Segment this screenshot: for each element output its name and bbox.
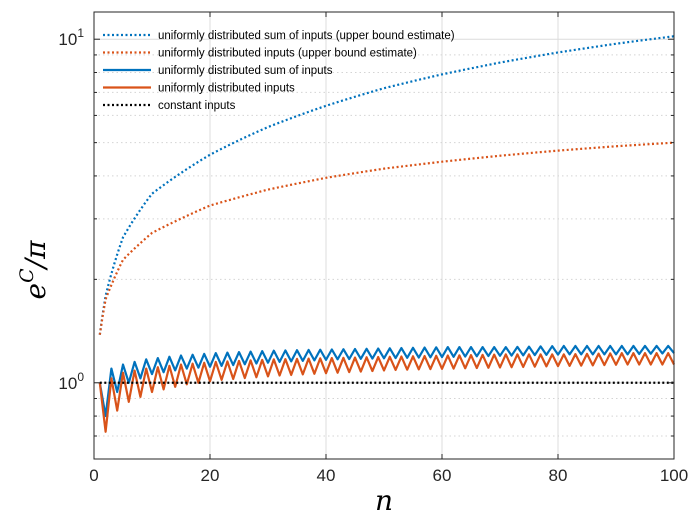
legend-entry-label: uniformly distributed sum of inputs (upp… — [158, 30, 455, 42]
x-tick-label: 40 — [317, 466, 336, 485]
x-tick-label: 20 — [201, 466, 220, 485]
y-tick-label: 100 — [58, 370, 84, 393]
plot-area-frame — [93, 11, 675, 460]
axis-ticks: 0 20 40 60 80 100 100 101 — [58, 12, 688, 485]
legend: uniformly distributed sum of inputs (upp… — [103, 30, 455, 112]
y-axis-label-base: e — [19, 283, 52, 300]
x-axis-label: n — [375, 484, 393, 517]
series-line-0 — [98, 35, 675, 335]
series-line-3 — [98, 352, 675, 433]
x-tick-label: 100 — [660, 466, 688, 485]
legend-entry-label: uniformly distributed inputs (upper boun… — [158, 48, 417, 60]
grid — [93, 12, 675, 460]
legend-entry-label: uniformly distributed inputs — [158, 83, 295, 95]
y-axis-label-superscript: C — [16, 268, 38, 283]
plot-series — [98, 35, 675, 433]
y-tick-label: 101 — [58, 26, 84, 49]
legend-entry-label: constant inputs — [158, 100, 236, 112]
x-tick-label: 80 — [549, 466, 568, 485]
x-tick-label: 0 — [89, 466, 98, 485]
series-line-1 — [98, 141, 675, 335]
x-tick-label: 60 — [433, 466, 452, 485]
series-line-2 — [98, 344, 675, 418]
legend-entry-label: uniformly distributed sum of inputs — [158, 65, 333, 77]
y-axis-label: eC/π — [16, 240, 52, 300]
y-axis-label-tail: /π — [19, 240, 52, 271]
